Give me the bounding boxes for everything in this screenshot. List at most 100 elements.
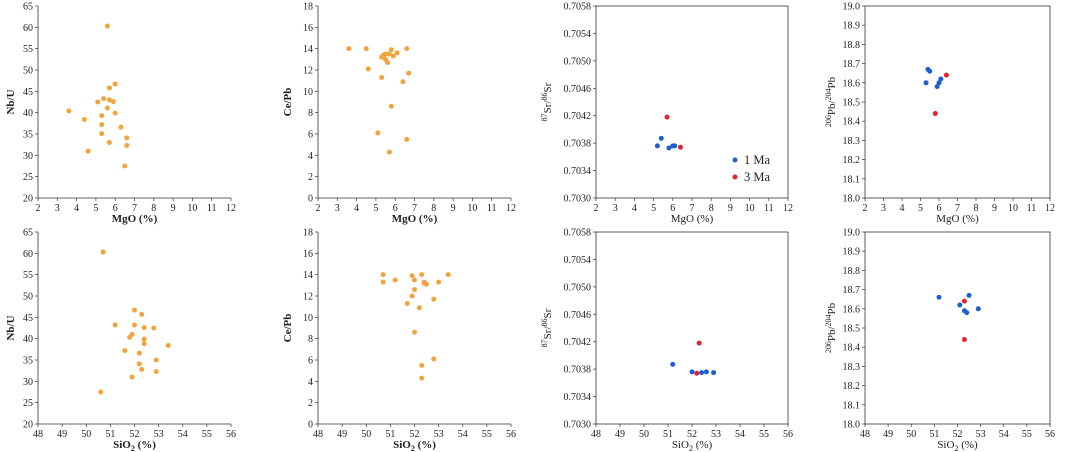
x-tick-label: 7 — [955, 203, 960, 214]
y-tick-label: 0.7042 — [564, 111, 592, 122]
y-tick-label: 19.0 — [843, 228, 861, 239]
y-tick-label: 18.8 — [843, 40, 861, 51]
y-tick-label: 0 — [308, 194, 313, 205]
x-axis-title: SiO2 (%) — [113, 439, 156, 452]
y-tick-label: 0.7054 — [564, 255, 592, 266]
data-point — [112, 322, 118, 328]
data-point — [419, 375, 425, 381]
x-tick-label: 49 — [615, 429, 625, 440]
label-text: Pb — [826, 76, 838, 88]
data-point — [129, 374, 135, 380]
data-point — [388, 103, 394, 109]
x-tick-label: 50 — [639, 429, 649, 440]
data-point — [409, 273, 415, 279]
data-point — [106, 140, 112, 146]
data-point — [153, 357, 159, 363]
y-axis-title: Ce/Pb — [282, 88, 294, 117]
x-tick-label: 53 — [154, 429, 164, 440]
data-point — [961, 337, 967, 343]
x-tick-label: 55 — [202, 429, 212, 440]
label-text: MgO (%) — [671, 213, 714, 225]
x-tick-label: 9 — [992, 203, 997, 214]
x-tick-label: 53 — [434, 429, 444, 440]
y-tick-label: 18.5 — [843, 324, 861, 335]
x-tick-label: 8 — [709, 203, 714, 214]
x-tick-label: 8 — [974, 203, 979, 214]
x-tick-label: 4 — [900, 203, 905, 214]
label-text: Ce/Pb — [282, 88, 294, 117]
data-point — [404, 300, 410, 306]
y-tick-label: 0.7038 — [564, 139, 592, 150]
x-tick-label: 11 — [207, 203, 217, 214]
data-point — [445, 272, 451, 278]
label-text: (%) — [958, 439, 978, 451]
label-text: (%) — [693, 439, 713, 451]
data-point — [936, 80, 942, 86]
data-point — [104, 23, 110, 29]
label-text: Sr/ — [542, 100, 554, 114]
y-tick-label: 18.1 — [843, 174, 861, 185]
x-tick-label: 2 — [594, 203, 599, 214]
x-axis-title: MgO (%) — [936, 213, 979, 225]
data-point — [124, 135, 130, 141]
y-tick-label: 14 — [303, 44, 313, 55]
x-tick-label: 3 — [881, 203, 886, 214]
x-tick-label: 5 — [651, 203, 656, 214]
scatter-panel: 2 3 4 5 6 7 8 9 10 11 12 0.7030 0.7034 0.7038 0.7042 0.… — [540, 2, 793, 226]
y-axis-title: Nb/U — [5, 89, 17, 114]
superscript-text: 86 — [540, 92, 549, 100]
data-point — [419, 272, 425, 278]
y-tick-label: 55 — [23, 44, 33, 55]
y-tick-label: 40 — [23, 334, 33, 345]
data-point — [124, 143, 130, 149]
y-tick-label: 18.6 — [843, 78, 861, 89]
y-tick-label: 18.0 — [843, 194, 861, 205]
x-tick-label: 49 — [883, 429, 893, 440]
plot-frame — [864, 5, 1051, 199]
data-point — [110, 99, 116, 105]
y-tick-label: 18.3 — [843, 136, 861, 147]
scatter-panel: 2 3 4 5 6 7 8 9 10 11 12 18.0 18.1 18.2 18.3 18.4 18.5 18… — [824, 2, 1055, 226]
x-axis-title: MgO (%) — [112, 213, 158, 225]
data-point — [711, 370, 717, 376]
x-tick-label: 2 — [863, 203, 868, 214]
data-point — [98, 389, 104, 395]
x-tick-label: 50 — [361, 429, 371, 440]
plot-frame — [864, 231, 1051, 425]
data-point — [943, 72, 949, 78]
x-tick-label: 48 — [313, 429, 323, 440]
data-point — [412, 277, 417, 283]
data-point — [95, 99, 101, 105]
label-text: Pb/ — [826, 326, 838, 342]
y-tick-label: 18.0 — [843, 420, 861, 431]
x-axis-title: SiO2 (%) — [937, 439, 978, 452]
label-text: Sr/ — [542, 326, 554, 340]
x-tick-label: 55 — [1022, 429, 1032, 440]
x-tick-label: 51 — [929, 429, 939, 440]
legend-label: 1 Ma — [744, 153, 770, 167]
subscript-text: 2 — [954, 444, 958, 452]
x-tick-label: 56 — [226, 429, 236, 440]
y-tick-label: 12 — [303, 66, 313, 77]
y-tick-label: 18.2 — [843, 381, 861, 392]
data-point — [383, 51, 389, 57]
y-tick-label: 4 — [308, 377, 313, 388]
x-tick-label: 3 — [335, 203, 340, 214]
x-tick-label: 10 — [1008, 203, 1018, 214]
data-point — [99, 113, 105, 119]
label-text: (%) — [415, 439, 436, 451]
data-point — [658, 135, 664, 141]
x-tick-label: 6 — [393, 203, 398, 214]
y-tick-label: 65 — [23, 2, 33, 13]
y-axis-title: 206Pb/204Pb — [824, 302, 838, 353]
data-point — [416, 305, 422, 311]
x-tick-label: 5 — [918, 203, 923, 214]
data-point — [431, 356, 437, 362]
y-tick-label: 18 — [303, 2, 313, 13]
data-point — [412, 287, 417, 293]
y-tick-label: 18.8 — [843, 266, 861, 277]
y-tick-label: 18.6 — [843, 304, 861, 315]
label-text: SiO — [937, 439, 954, 451]
y-tick-label: 10 — [303, 313, 313, 324]
x-tick-label: 3 — [613, 203, 618, 214]
